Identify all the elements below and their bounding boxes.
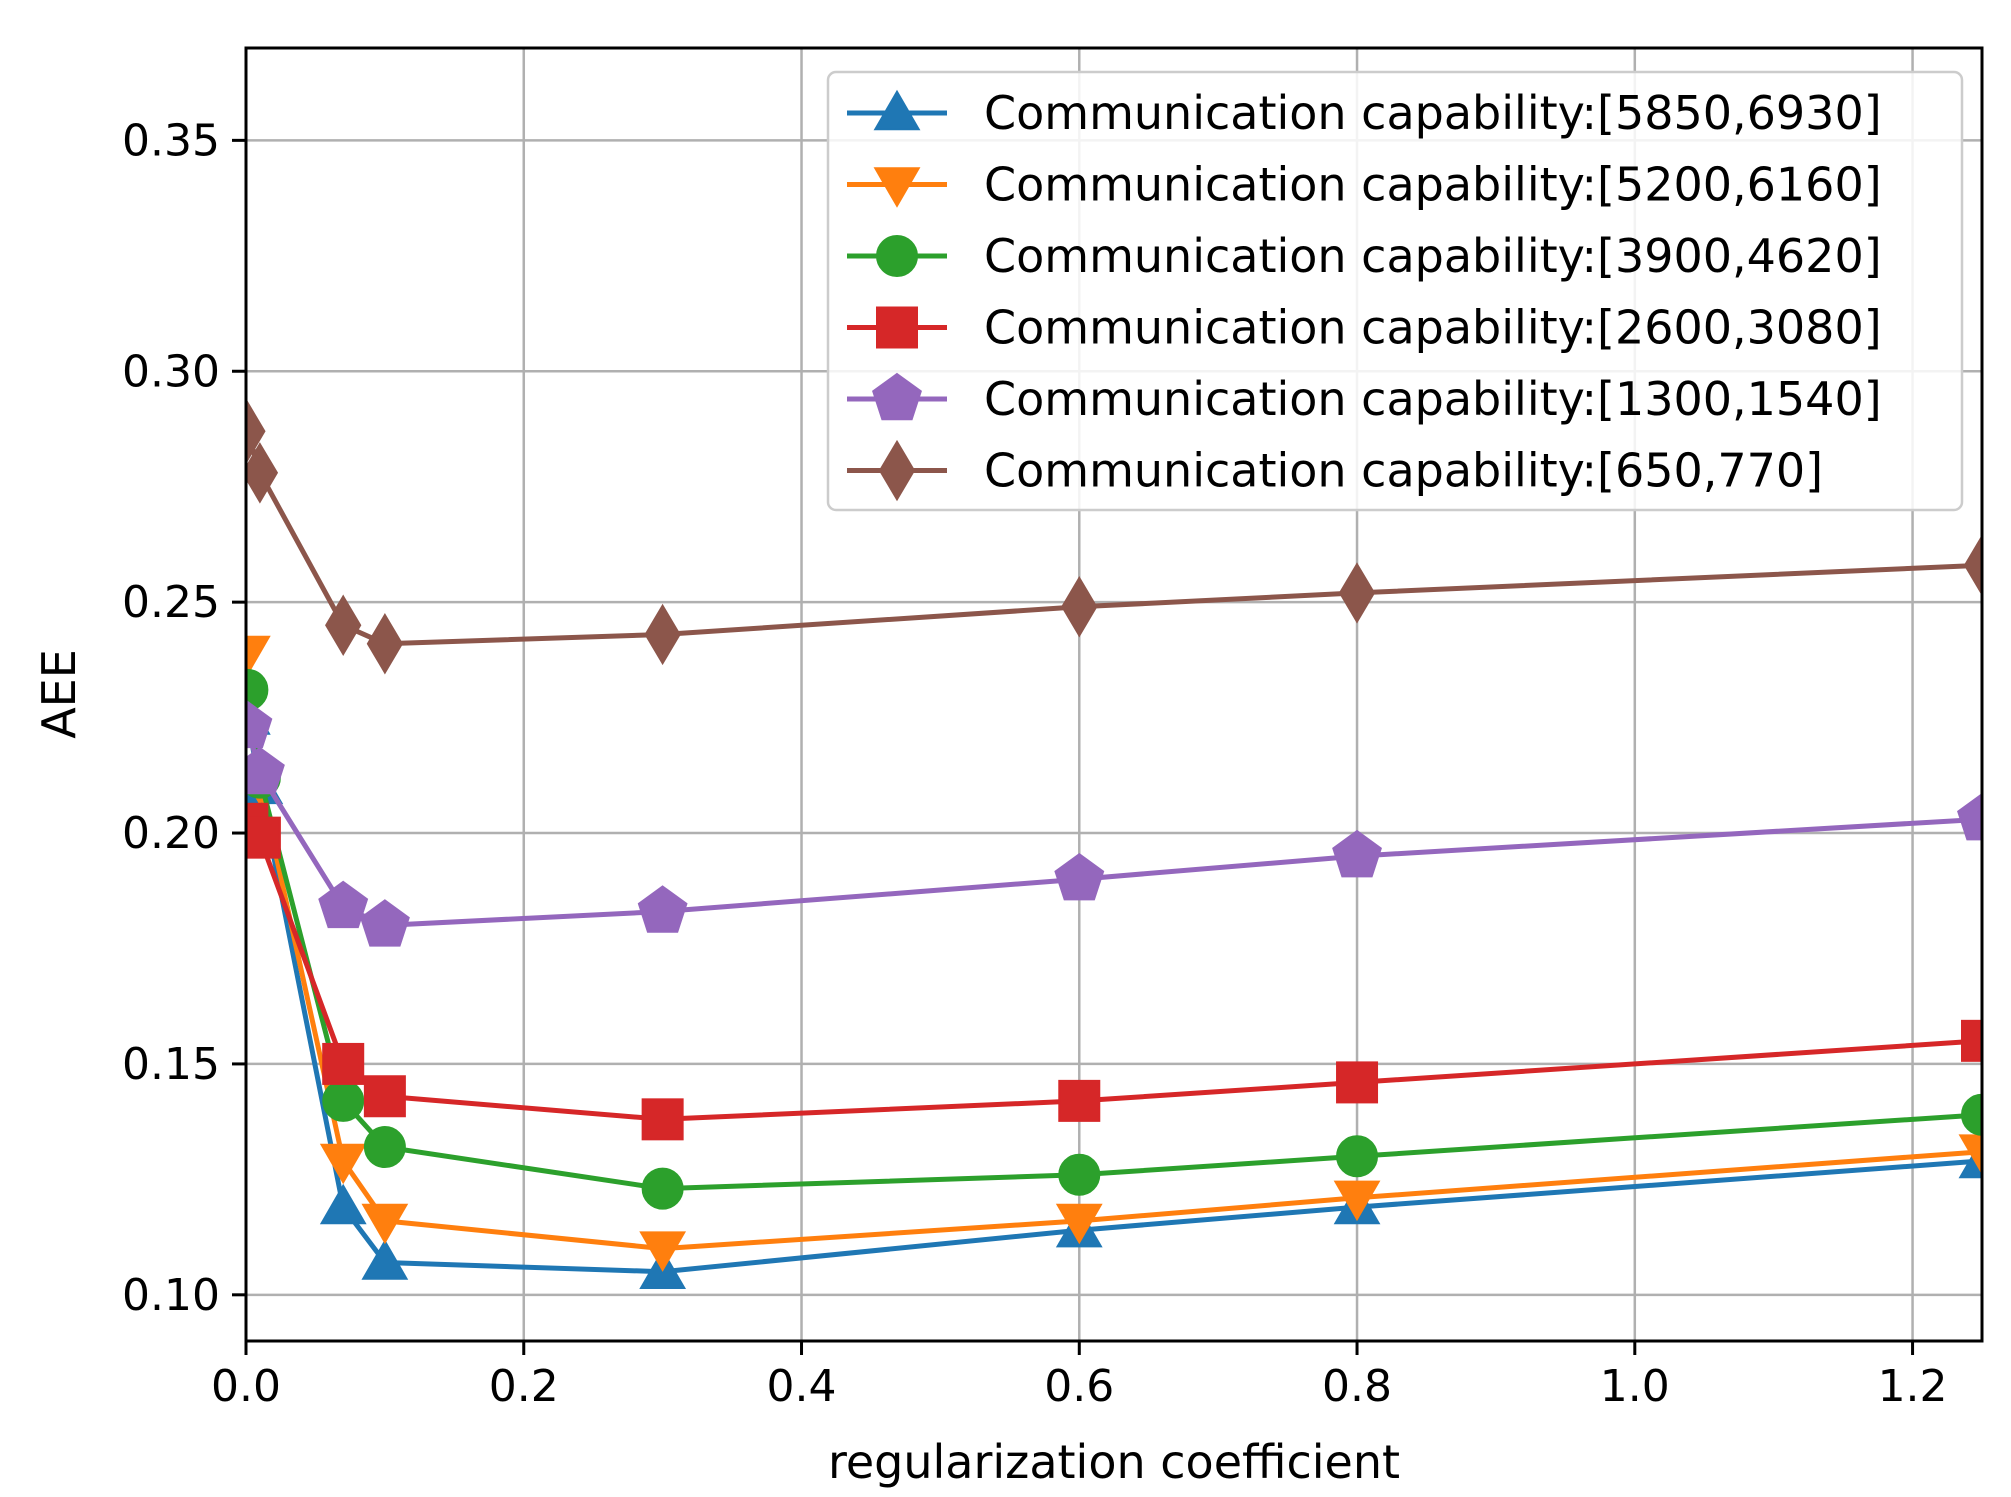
series-line bbox=[246, 652, 1982, 1252]
data-point-marker bbox=[322, 1042, 365, 1085]
data-point-marker bbox=[359, 899, 410, 947]
series-line bbox=[246, 430, 1982, 647]
data-point-marker bbox=[1332, 829, 1382, 878]
data-point-marker bbox=[1958, 1134, 1982, 1175]
data-point-marker bbox=[319, 1143, 367, 1185]
data-point-marker bbox=[637, 885, 688, 933]
legend-label: Communication capability:[5850,6930] bbox=[984, 86, 1882, 140]
x-tick-label: 0.2 bbox=[489, 1361, 559, 1412]
legend-entry: Communication capability:[650,770] bbox=[847, 439, 1823, 502]
data-point-marker bbox=[361, 1203, 409, 1245]
tick-layer: 0.0 0.2 0.4 0.6 0.8 1.0 1.2 0.10 0.15 0.20 0.25 0.3… bbox=[122, 115, 1948, 1412]
legend-entry: Communication capability:[5850,6930] bbox=[847, 86, 1882, 140]
legend-label: Communication capability:[1300,1540] bbox=[984, 372, 1882, 426]
data-point-marker bbox=[1338, 562, 1376, 624]
series-layer bbox=[246, 400, 1982, 1289]
data-point-marker bbox=[322, 1079, 365, 1122]
data-point-marker bbox=[246, 816, 281, 859]
legend-entry: Communication capability:[2600,3080] bbox=[847, 301, 1882, 355]
series-line bbox=[246, 726, 1982, 928]
data-point-marker bbox=[1333, 1180, 1381, 1222]
legend: Communication capability:[5850,6930] Comm… bbox=[826, 70, 1964, 512]
data-point-marker bbox=[641, 1098, 684, 1141]
x-tick-label: 1.0 bbox=[1600, 1361, 1670, 1412]
data-point-marker bbox=[1961, 1093, 1982, 1136]
x-tick-label: 0.6 bbox=[1044, 1361, 1114, 1412]
x-axis-label: regularization coefficient bbox=[828, 1435, 1400, 1489]
y-axis-label: AEE bbox=[32, 649, 86, 739]
series-line bbox=[246, 689, 1982, 1192]
y-tick-label: 0.35 bbox=[122, 115, 220, 166]
data-point-marker bbox=[246, 442, 279, 504]
series-5 bbox=[246, 700, 1982, 947]
legend-marker bbox=[872, 372, 922, 421]
data-point-marker bbox=[1336, 1061, 1379, 1104]
data-point-marker bbox=[641, 1167, 684, 1210]
data-point-marker bbox=[318, 880, 369, 929]
series-6 bbox=[246, 400, 1982, 675]
data-point-marker bbox=[1336, 1135, 1379, 1178]
x-tick-label: 1.2 bbox=[1878, 1361, 1948, 1412]
data-point-marker bbox=[1061, 576, 1098, 638]
legend-entry: Communication capability:[3900,4620] bbox=[847, 229, 1882, 283]
data-point-marker bbox=[1963, 534, 1982, 596]
legend-marker bbox=[876, 235, 918, 277]
data-point-marker bbox=[1961, 1019, 1982, 1062]
x-tick-label: 0.4 bbox=[767, 1361, 837, 1412]
y-tick-label: 0.25 bbox=[122, 577, 220, 628]
data-point-marker bbox=[1058, 1079, 1101, 1122]
data-point-marker bbox=[639, 1231, 687, 1272]
legend-box bbox=[826, 70, 1964, 512]
data-point-marker bbox=[1054, 852, 1105, 901]
data-point-marker bbox=[363, 1126, 406, 1169]
legend-entry: Communication capability:[5200,6160] bbox=[847, 158, 1882, 212]
data-point-marker bbox=[1957, 792, 1982, 841]
x-tick-label: 0.0 bbox=[211, 1361, 281, 1412]
series-line bbox=[246, 822, 1982, 1122]
data-point-marker bbox=[1055, 1203, 1103, 1245]
legend-marker bbox=[873, 89, 921, 131]
y-tick-label: 0.30 bbox=[122, 346, 220, 397]
legend-entry: Communication capability:[1300,1540] bbox=[847, 372, 1882, 426]
data-point-marker bbox=[1058, 1153, 1101, 1196]
data-point-marker bbox=[246, 746, 285, 795]
data-point-marker bbox=[361, 1239, 409, 1280]
legend-label: Communication capability:[650,770] bbox=[984, 444, 1823, 498]
legend-label: Communication capability:[2600,3080] bbox=[984, 301, 1882, 355]
legend-marker bbox=[873, 167, 921, 208]
plot-frame bbox=[244, 46, 1984, 1343]
series-3 bbox=[246, 668, 1982, 1210]
data-point-marker bbox=[363, 1075, 406, 1118]
legend-label: Communication capability:[5200,6160] bbox=[984, 158, 1882, 212]
data-point-marker bbox=[1958, 1137, 1982, 1179]
y-tick-label: 0.20 bbox=[122, 808, 220, 859]
data-point-marker bbox=[366, 613, 404, 675]
y-tick-label: 0.15 bbox=[122, 1039, 220, 1090]
series-line bbox=[246, 717, 1982, 1275]
series-4 bbox=[246, 802, 1982, 1141]
x-tick-label: 0.8 bbox=[1322, 1361, 1392, 1412]
legend-marker bbox=[878, 439, 916, 502]
data-point-marker bbox=[325, 594, 362, 656]
data-point-marker bbox=[644, 603, 681, 666]
legend-label: Communication capability:[3900,4620] bbox=[984, 229, 1882, 283]
legend-marker bbox=[876, 306, 918, 349]
y-tick-label: 0.10 bbox=[122, 1270, 220, 1321]
data-point-marker bbox=[319, 1183, 367, 1225]
series-1 bbox=[246, 694, 1982, 1289]
